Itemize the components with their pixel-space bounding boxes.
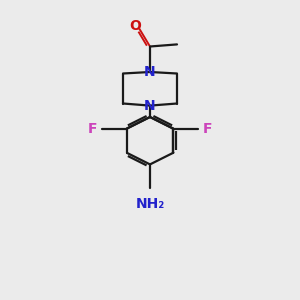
Text: N: N [144,99,156,112]
Text: N: N [144,65,156,79]
Text: NH₂: NH₂ [135,196,165,211]
Text: F: F [203,122,212,136]
Text: F: F [88,122,97,136]
Text: O: O [130,19,142,33]
